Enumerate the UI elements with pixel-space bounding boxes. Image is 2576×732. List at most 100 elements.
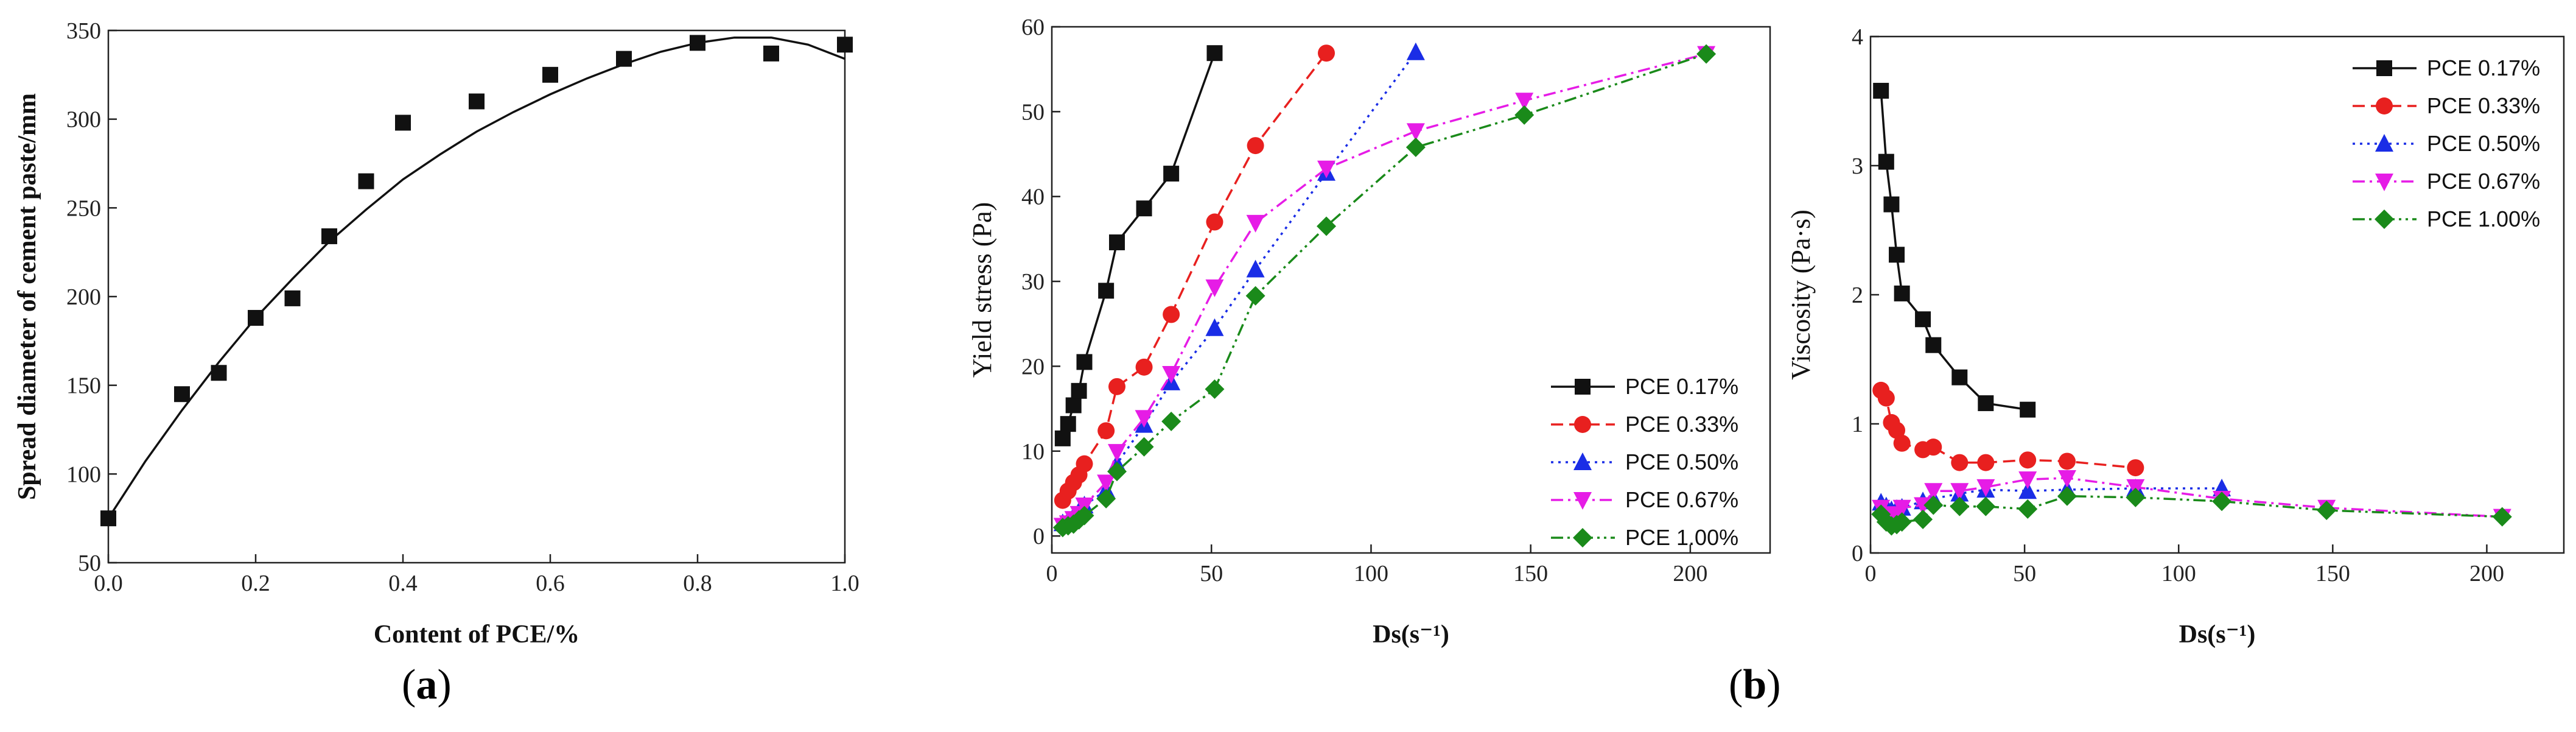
- data-point: [1206, 45, 1223, 62]
- data-point: [1135, 410, 1153, 428]
- data-point: [1076, 354, 1093, 370]
- legend-marker: [1574, 416, 1591, 433]
- y-tick-label: 150: [66, 373, 101, 399]
- series-line: [1062, 52, 1707, 527]
- data-point: [1071, 382, 1087, 399]
- data-point: [690, 35, 705, 51]
- data-point: [2057, 470, 2076, 488]
- x-tick-label: 200: [2469, 561, 2504, 586]
- series-017: [1054, 45, 1223, 446]
- legend-label: PCE 0.50%: [1625, 449, 1738, 474]
- x-tick-label: 0.8: [683, 571, 712, 596]
- data-point: [1878, 153, 1894, 170]
- legend-label: PCE 0.50%: [2427, 131, 2540, 156]
- data-point: [1978, 395, 1994, 412]
- legend-marker: [2375, 134, 2393, 152]
- series-100: [1871, 486, 2512, 536]
- x-tick-label: 50: [2013, 561, 2036, 586]
- data-point: [763, 45, 779, 62]
- data-point: [2018, 481, 2037, 499]
- data-point: [1889, 247, 1905, 263]
- data-point: [1883, 196, 1900, 213]
- x-tick-label: 0.4: [388, 571, 418, 596]
- data-point: [1924, 483, 1943, 501]
- legend-label: PCE 0.33%: [2427, 93, 2540, 118]
- y-tick-label: 40: [1021, 185, 1045, 210]
- legend-marker: [1573, 492, 1592, 510]
- series-line: [1062, 52, 1707, 529]
- data-point: [2019, 451, 2037, 469]
- data-point: [1096, 488, 1116, 509]
- data-point: [1205, 379, 1225, 399]
- data-point: [1892, 499, 1911, 518]
- data-point: [358, 173, 374, 189]
- x-axis-label: Content of PCE/%: [374, 621, 579, 649]
- x-tick-label: 50: [1200, 561, 1223, 586]
- data-point: [1135, 358, 1153, 376]
- x-tick-label: 200: [1673, 561, 1707, 586]
- data-point: [1205, 318, 1224, 336]
- series-017: [1873, 83, 2036, 418]
- data-point: [1107, 444, 1126, 462]
- data-point: [284, 290, 301, 306]
- y-tick-label: 60: [1021, 15, 1045, 40]
- legend-label: PCE 0.17%: [1625, 374, 1738, 399]
- data-point: [2212, 491, 2232, 512]
- data-point: [211, 365, 227, 381]
- series-033: [1872, 381, 2144, 477]
- y-axis-label: Viscosity (Pa·s): [1786, 209, 1816, 380]
- data-point: [2058, 452, 2076, 470]
- y-tick-label: 10: [1021, 439, 1045, 465]
- data-point: [1163, 166, 1180, 182]
- series-line: [1062, 52, 1216, 439]
- data-point: [1246, 259, 1265, 278]
- data-point: [1406, 123, 1425, 141]
- x-axis-label: Ds(s⁻¹): [1373, 621, 1449, 649]
- y-tick-label: 300: [66, 107, 101, 133]
- y-axis-label: Yield stress (Pa): [967, 202, 997, 378]
- data-point: [1097, 422, 1115, 440]
- x-tick-label: 0.2: [241, 571, 270, 596]
- series-line: [1880, 90, 2028, 411]
- data-point: [542, 66, 558, 83]
- data-point: [395, 114, 411, 131]
- data-point: [2127, 459, 2144, 477]
- panel-b-label: (b): [1729, 661, 1781, 708]
- data-point: [1950, 483, 1969, 501]
- data-point: [2492, 507, 2512, 527]
- data-point: [1925, 337, 1942, 353]
- series-067: [1872, 470, 2511, 527]
- data-point: [1976, 479, 1995, 497]
- series-033: [1054, 44, 1335, 509]
- data-point: [1097, 474, 1116, 493]
- data-point: [2018, 499, 2038, 519]
- legend-label: PCE 0.33%: [1625, 412, 1738, 437]
- data-point: [1696, 44, 1717, 64]
- data-point: [1915, 311, 1931, 328]
- x-tick-label: 150: [1513, 561, 1548, 586]
- data-point: [1894, 285, 1910, 301]
- data-point: [1913, 509, 1933, 529]
- data-point: [1107, 462, 1127, 482]
- data-point: [1977, 454, 1995, 471]
- data-point: [1205, 279, 1224, 297]
- legend-marker: [2376, 97, 2393, 114]
- y-tick-label: 50: [1021, 99, 1045, 125]
- y-tick-label: 2: [1852, 283, 1863, 308]
- legend-marker: [2376, 60, 2392, 76]
- y-tick-label: 20: [1021, 354, 1045, 379]
- data-point: [248, 309, 264, 326]
- legend-label: PCE 1.00%: [2427, 206, 2540, 231]
- data-point: [1514, 105, 1535, 125]
- y-tick-label: 250: [66, 195, 101, 221]
- data-point: [1098, 283, 1115, 299]
- plot-frame-b-yield: [1051, 26, 1771, 554]
- legend-b-viscosity: PCE 0.17% PCE 0.33% PCE 0.50% PCE 0.67% PCE …: [2353, 55, 2540, 231]
- data-point: [2020, 401, 2036, 418]
- x-tick-label: 150: [2315, 561, 2350, 586]
- data-point: [174, 386, 190, 403]
- data-point: [100, 510, 116, 527]
- data-point: [1162, 365, 1181, 384]
- data-point: [1317, 160, 1336, 178]
- legend-marker: [2375, 209, 2394, 229]
